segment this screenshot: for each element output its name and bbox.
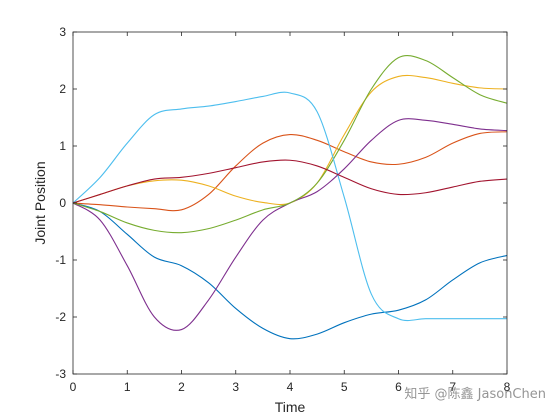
series-layer xyxy=(72,55,508,340)
x-tick-label: 4 xyxy=(287,380,294,394)
y-axis-title: Joint Position xyxy=(32,161,48,244)
x-axis-title: Time xyxy=(275,399,306,415)
x-tick-label: 3 xyxy=(232,380,239,394)
y-tick-label: 2 xyxy=(59,82,66,96)
y-tick-label: -1 xyxy=(55,253,66,267)
watermark-text: 知乎 @陈鑫 JasonChen xyxy=(404,387,546,402)
series-line-7 xyxy=(72,159,508,204)
x-tick-label: 0 xyxy=(70,380,77,394)
axis-layer: 0 1 2 3 4 5 6 7 8 -3 -2 -1 0 1 2 3 xyxy=(55,25,510,394)
y-tick-label: 3 xyxy=(59,25,66,39)
series-line-2 xyxy=(72,131,508,212)
x-tick-label: 7 xyxy=(449,380,456,394)
x-tick-label: 6 xyxy=(395,380,402,394)
x-tick-label: 8 xyxy=(504,380,511,394)
y-tick-label: -3 xyxy=(55,367,66,381)
y-tick-label: 1 xyxy=(59,139,66,153)
y-tick-label: 0 xyxy=(59,196,66,210)
y-tick-label: -2 xyxy=(55,310,66,324)
series-line-6 xyxy=(72,91,507,322)
series-line-5 xyxy=(72,55,508,234)
x-tick-label: 1 xyxy=(124,380,131,394)
x-tick-label: 5 xyxy=(341,380,348,394)
plot-frame xyxy=(72,31,508,375)
x-tick-label: 2 xyxy=(178,380,185,394)
series-line-1 xyxy=(72,202,508,340)
